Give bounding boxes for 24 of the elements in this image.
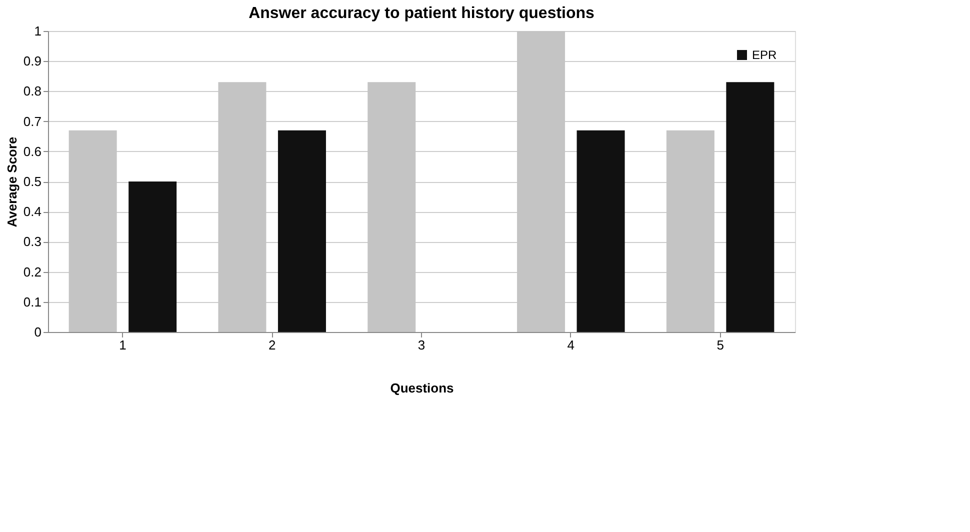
bar — [278, 130, 326, 332]
bar — [128, 182, 177, 332]
y-tick-label: 0.9 — [23, 54, 42, 69]
y-tick-label: 1 — [34, 24, 42, 38]
y-tick-label: 0.8 — [23, 84, 42, 99]
x-tick-label: 1 — [119, 338, 126, 352]
bar — [726, 82, 774, 332]
x-tick-label: 3 — [418, 338, 426, 352]
x-tick-label: 5 — [716, 338, 724, 352]
y-tick-label: 0.1 — [23, 294, 42, 310]
x-tick-label: 2 — [268, 338, 276, 352]
y-tick-label: 0.2 — [23, 264, 42, 280]
y-tick-label: 0.5 — [23, 174, 42, 189]
bar — [576, 130, 625, 332]
x-tick-label: 4 — [567, 338, 575, 352]
y-tick-label: 0.3 — [23, 234, 42, 250]
x-axis-title: Questions — [390, 380, 454, 396]
y-tick-label: 0.4 — [23, 204, 42, 220]
y-tick-label: 0.6 — [23, 144, 42, 159]
legend-label: EPR — [752, 48, 778, 62]
y-tick-label: 0.7 — [23, 114, 42, 129]
chart-title: Answer accuracy to patient history questions — [248, 5, 595, 22]
y-axis-title: Average Score — [4, 136, 20, 228]
y-tick-label: 0 — [34, 324, 42, 340]
